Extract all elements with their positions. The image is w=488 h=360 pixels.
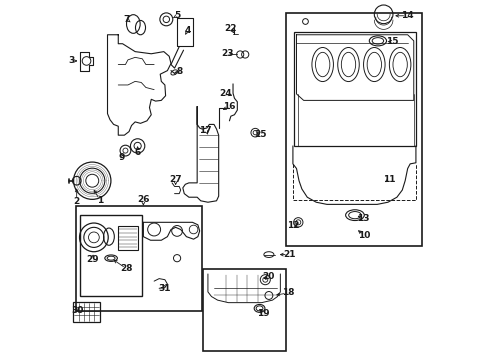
Text: 20: 20 xyxy=(262,271,275,280)
Text: 14: 14 xyxy=(401,11,413,20)
Text: 28: 28 xyxy=(121,265,133,274)
Text: 24: 24 xyxy=(219,89,232,98)
Text: 23: 23 xyxy=(221,49,233,58)
Bar xyxy=(293,32,415,146)
Bar xyxy=(80,215,142,296)
Text: 12: 12 xyxy=(286,221,299,230)
Text: 29: 29 xyxy=(85,255,98,264)
Text: 9: 9 xyxy=(119,153,125,162)
Text: 18: 18 xyxy=(282,288,294,297)
Text: 7: 7 xyxy=(123,15,130,24)
Bar xyxy=(285,13,421,246)
Bar xyxy=(118,226,138,250)
Bar xyxy=(203,269,286,351)
Text: 21: 21 xyxy=(283,250,295,259)
Text: 11: 11 xyxy=(383,175,395,184)
Text: 26: 26 xyxy=(137,195,149,204)
Text: 22: 22 xyxy=(224,24,237,33)
Text: 27: 27 xyxy=(169,175,182,184)
Bar xyxy=(73,302,100,321)
Text: 30: 30 xyxy=(71,306,84,315)
Text: 16: 16 xyxy=(223,102,235,111)
Text: 1: 1 xyxy=(97,196,103,205)
Text: 3: 3 xyxy=(68,57,75,66)
Text: 19: 19 xyxy=(256,309,269,318)
Text: 8: 8 xyxy=(176,67,182,76)
Text: 13: 13 xyxy=(357,214,369,223)
Text: 4: 4 xyxy=(184,26,191,35)
Bar xyxy=(76,206,202,311)
Text: 15: 15 xyxy=(385,37,398,46)
Text: 5: 5 xyxy=(174,11,180,20)
Text: 17: 17 xyxy=(199,126,212,135)
Text: 2: 2 xyxy=(73,197,80,206)
Text: 25: 25 xyxy=(254,130,266,139)
Text: 31: 31 xyxy=(158,284,171,293)
Text: 6: 6 xyxy=(134,148,141,157)
Text: 10: 10 xyxy=(358,231,370,240)
